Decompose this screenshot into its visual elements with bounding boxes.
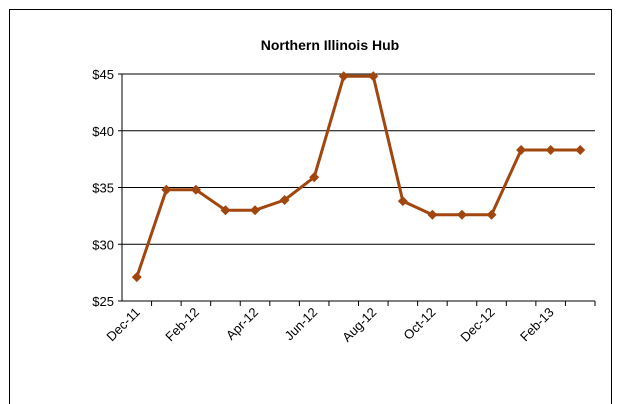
data-point (427, 209, 438, 220)
data-point (250, 205, 261, 216)
data-point (279, 194, 290, 205)
x-tick-label: Dec-12 (457, 305, 497, 345)
y-tick-label: $25 (92, 294, 114, 309)
y-tick-label: $30 (92, 237, 114, 252)
x-tick-label: Aug-12 (339, 305, 379, 345)
data-point (397, 196, 408, 207)
chart-frame (9, 9, 612, 404)
x-tick-label: Feb-12 (162, 305, 202, 345)
data-point (516, 145, 527, 156)
chart-title: Northern Illinois Hub (261, 37, 399, 53)
data-point (545, 145, 556, 156)
x-tick-label: Dec-11 (103, 305, 143, 345)
x-tick-label: Jun-12 (282, 305, 321, 344)
data-point (190, 184, 201, 195)
data-point (456, 209, 467, 220)
data-point (486, 209, 497, 220)
y-tick-label: $40 (92, 124, 114, 139)
x-tick-label: Oct-12 (400, 305, 438, 343)
data-point (338, 71, 349, 82)
series-line (135, 74, 581, 278)
data-point (161, 184, 172, 195)
y-tick-label: $35 (92, 181, 114, 196)
data-point (131, 272, 142, 283)
data-point (309, 172, 320, 183)
x-tick-label: Feb-13 (517, 305, 557, 345)
x-tick-label: Apr-12 (223, 305, 261, 343)
data-point (575, 145, 586, 156)
data-point (368, 71, 379, 82)
data-point (220, 205, 231, 216)
y-tick-label: $45 (92, 67, 114, 82)
